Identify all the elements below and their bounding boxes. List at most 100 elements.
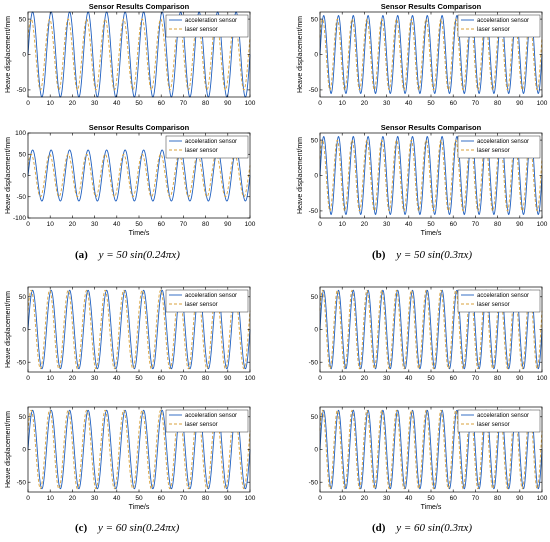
x-axis-label: Time/s: [421, 230, 442, 237]
x-tick-label: 70: [180, 375, 188, 382]
x-axis-label: Time/s: [129, 230, 150, 237]
x-tick-label: 100: [245, 221, 256, 228]
x-tick-label: 30: [91, 221, 99, 228]
x-tick-label: 90: [516, 100, 524, 107]
y-tick-label: 0: [22, 52, 26, 59]
x-tick-label: 70: [472, 221, 480, 228]
x-tick-label: 10: [339, 495, 347, 502]
series-line-acceleration: [319, 135, 543, 216]
legend-label: acceleration sensor: [185, 413, 237, 419]
x-tick-label: 90: [516, 495, 524, 502]
chart-panel-c-5: 0 10 20 30 40 50 60 70 80 90 100 -50 0 50 Time/s Heave …: [5, 406, 256, 511]
x-tick-label: 10: [339, 100, 347, 107]
legend: acceleration sensor laser sensor: [165, 289, 249, 313]
x-tick-label: 40: [405, 221, 413, 228]
y-tick-label: 50: [311, 414, 319, 421]
x-tick-label: 60: [158, 495, 166, 502]
caption-a-formula: y = 50 sin(0.24πx): [98, 249, 181, 261]
x-tick-label: 80: [494, 100, 502, 107]
x-tick-label: 30: [383, 495, 391, 502]
x-tick-label: 10: [339, 221, 347, 228]
y-tick-label: 100: [15, 130, 26, 137]
chart-title: Sensor Results Comparison: [89, 2, 190, 11]
x-tick-label: 70: [180, 100, 188, 107]
series-line-laser: [319, 139, 543, 212]
x-tick-label: 60: [450, 100, 458, 107]
x-tick-label: 30: [383, 100, 391, 107]
chart-panel-d-6: 0 10 20 30 40 50 60 70 80 90 100 -50 0 50 acceleration…: [309, 286, 548, 382]
series-line-acceleration: [27, 289, 251, 370]
y-tick-label: 50: [19, 16, 27, 23]
y-tick-label: 0: [22, 173, 26, 180]
x-tick-label: 20: [361, 495, 369, 502]
x-tick-label: 0: [26, 495, 30, 502]
series-line-acceleration: [27, 11, 251, 98]
x-tick-label: 10: [339, 375, 347, 382]
legend-label: laser sensor: [185, 302, 218, 308]
y-tick-label: 50: [311, 294, 319, 301]
legend-label: acceleration sensor: [477, 413, 529, 419]
legend: acceleration sensor laser sensor: [457, 289, 541, 313]
series-line-laser: [27, 409, 251, 490]
x-tick-label: 90: [224, 375, 232, 382]
x-tick-label: 60: [158, 100, 166, 107]
x-tick-label: 70: [180, 221, 188, 228]
legend-label: acceleration sensor: [185, 293, 237, 299]
legend-box: [165, 289, 249, 313]
x-tick-label: 0: [318, 375, 322, 382]
x-tick-label: 20: [69, 495, 77, 502]
x-tick-label: 90: [516, 375, 524, 382]
legend-label: acceleration sensor: [185, 139, 237, 145]
chart-panel-d-7: 0 10 20 30 40 50 60 70 80 90 100 -50 0 50 Time/s accele…: [309, 406, 548, 511]
series-line-laser: [27, 153, 251, 198]
legend-box: [457, 289, 541, 313]
x-tick-label: 70: [472, 375, 480, 382]
y-axis-label: Heave displacement/mm: [5, 137, 12, 214]
x-tick-label: 10: [47, 100, 55, 107]
y-tick-label: -50: [309, 479, 319, 486]
legend: acceleration sensor laser sensor: [165, 14, 249, 38]
x-tick-label: 20: [361, 221, 369, 228]
x-tick-label: 80: [202, 221, 210, 228]
x-tick-label: 20: [361, 375, 369, 382]
x-tick-label: 60: [158, 221, 166, 228]
x-tick-label: 10: [47, 221, 55, 228]
y-tick-label: 50: [311, 137, 319, 144]
x-tick-label: 100: [537, 375, 548, 382]
x-tick-label: 0: [26, 221, 30, 228]
x-tick-label: 20: [69, 100, 77, 107]
y-axis-label: Heave displacement/mm: [5, 16, 12, 93]
y-tick-label: 0: [314, 173, 318, 180]
y-axis-label: Heave displacement/mm: [5, 291, 12, 368]
x-tick-label: 40: [405, 100, 413, 107]
x-tick-label: 100: [245, 495, 256, 502]
x-tick-label: 30: [91, 100, 99, 107]
caption-b-formula: y = 50 sin(0.3πx): [395, 249, 472, 261]
x-tick-label: 50: [135, 495, 143, 502]
series-line-acceleration: [319, 14, 543, 95]
x-tick-label: 70: [472, 100, 480, 107]
x-tick-label: 80: [202, 495, 210, 502]
y-axis-label: Heave displacement/mm: [297, 16, 304, 93]
chart-title: Sensor Results Comparison: [89, 123, 190, 132]
x-tick-label: 100: [245, 100, 256, 107]
x-tick-label: 50: [427, 495, 435, 502]
legend-label: laser sensor: [185, 148, 218, 154]
x-tick-label: 30: [91, 495, 99, 502]
chart-panel-a-0: 0 10 20 30 40 50 60 70 80 90 100 -50 0 50 Sensor Resul…: [5, 2, 256, 107]
legend-box: [457, 14, 541, 38]
x-tick-label: 30: [91, 375, 99, 382]
caption-c: (c) y = 60 sin(0.24πx): [75, 522, 180, 534]
x-tick-label: 70: [472, 495, 480, 502]
legend-box: [165, 135, 249, 159]
y-tick-label: 0: [314, 52, 318, 59]
y-axis-label: Heave displacement/mm: [5, 411, 12, 488]
chart-panel-b-3: 0 10 20 30 40 50 60 70 80 90 100 -50 0 50 Sensor Resul…: [297, 123, 548, 237]
legend-label: acceleration sensor: [477, 293, 529, 299]
legend-label: laser sensor: [185, 27, 218, 33]
x-tick-label: 0: [26, 375, 30, 382]
x-tick-label: 0: [318, 495, 322, 502]
series-line-laser: [319, 409, 543, 490]
y-tick-label: 50: [19, 294, 27, 301]
x-tick-label: 50: [427, 221, 435, 228]
